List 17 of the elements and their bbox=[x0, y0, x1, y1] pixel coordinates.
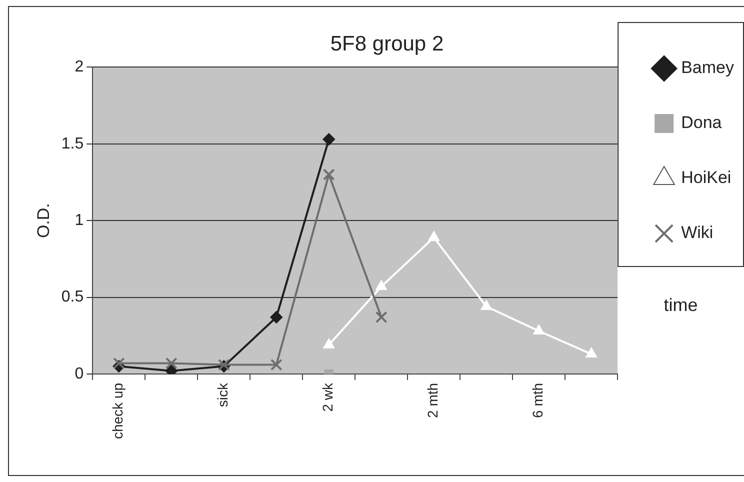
y-tick-label: 0 bbox=[74, 365, 84, 382]
x-tick-label: check up bbox=[110, 382, 126, 440]
y-tick-label: 1 bbox=[74, 212, 84, 229]
x-tick-label: sick bbox=[214, 382, 231, 408]
legend-label: HoiKei bbox=[681, 168, 732, 188]
x-axis-title: time bbox=[664, 294, 698, 315]
y-tick-label: 2 bbox=[74, 58, 84, 76]
x-tick-label: 2 mth bbox=[424, 382, 441, 418]
x-tick-label: 2 wk bbox=[320, 382, 336, 412]
y-tick-label: 1.5 bbox=[61, 135, 84, 152]
legend-label: Wiki bbox=[681, 223, 714, 242]
chart-title: 5F8 group 2 bbox=[330, 32, 444, 56]
y-axis-title: O.D. bbox=[34, 203, 53, 238]
legend-label: Bamey bbox=[681, 58, 734, 78]
x-tick-label: 6 mth bbox=[530, 382, 546, 418]
legend-label: Dona bbox=[681, 113, 722, 132]
y-tick-label: 0.5 bbox=[61, 288, 84, 306]
